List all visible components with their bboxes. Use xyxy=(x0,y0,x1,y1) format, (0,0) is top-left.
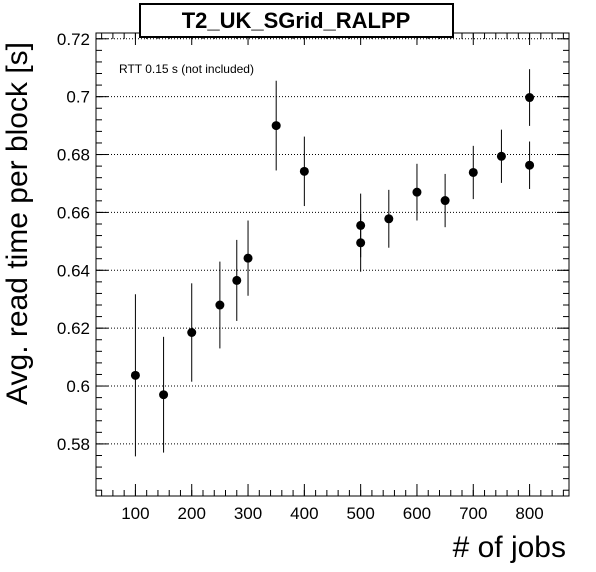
data-point xyxy=(299,166,309,176)
grid-layer xyxy=(96,38,569,445)
y-axis-title: Avg. read time per block [s] xyxy=(1,42,34,405)
x-tick-label: 800 xyxy=(515,504,543,523)
data-point xyxy=(525,93,535,103)
data-point xyxy=(215,300,225,310)
data-point xyxy=(468,167,478,177)
plot-frame xyxy=(95,32,570,497)
data-point xyxy=(159,390,169,400)
x-axis-title: # of jobs xyxy=(453,531,566,564)
title-box xyxy=(139,3,454,38)
x-tick-label: 100 xyxy=(121,504,149,523)
x-tick-label: 300 xyxy=(234,504,262,523)
y-tick-label: 0.7 xyxy=(66,88,90,107)
data-point xyxy=(130,370,140,380)
x-tick-label: 500 xyxy=(346,504,374,523)
y-tick-label: 0.6 xyxy=(66,377,90,396)
data-point xyxy=(496,151,506,161)
data-point xyxy=(271,121,281,131)
data-point xyxy=(525,160,535,170)
rtt-annotation: RTT 0.15 s (not included) xyxy=(119,62,254,76)
chart-title: T2_UK_SGrid_RALPP xyxy=(182,8,411,33)
data-point xyxy=(384,214,394,224)
x-tick-label: 700 xyxy=(459,504,487,523)
y-tick-label: 0.72 xyxy=(57,30,90,49)
data-point xyxy=(440,196,450,206)
data-point xyxy=(356,238,366,248)
y-tick-label: 0.62 xyxy=(57,319,90,338)
x-tick-label: 200 xyxy=(178,504,206,523)
x-tick-label: 600 xyxy=(403,504,431,523)
x-tick-label: 400 xyxy=(290,504,318,523)
y-tick-label: 0.68 xyxy=(57,146,90,165)
data-points xyxy=(130,69,535,457)
data-point xyxy=(187,328,197,338)
y-tick-label: 0.58 xyxy=(57,435,90,454)
y-tick-label: 0.66 xyxy=(57,203,90,222)
y-tick-label: 0.64 xyxy=(57,261,90,280)
data-point xyxy=(243,253,253,263)
data-point xyxy=(232,275,242,285)
tick-layer: 0.58 0.6 0.62 0.64 0.66 0.68 0.7 0.72 100 200 300 4… xyxy=(57,30,569,523)
data-point xyxy=(412,187,422,197)
